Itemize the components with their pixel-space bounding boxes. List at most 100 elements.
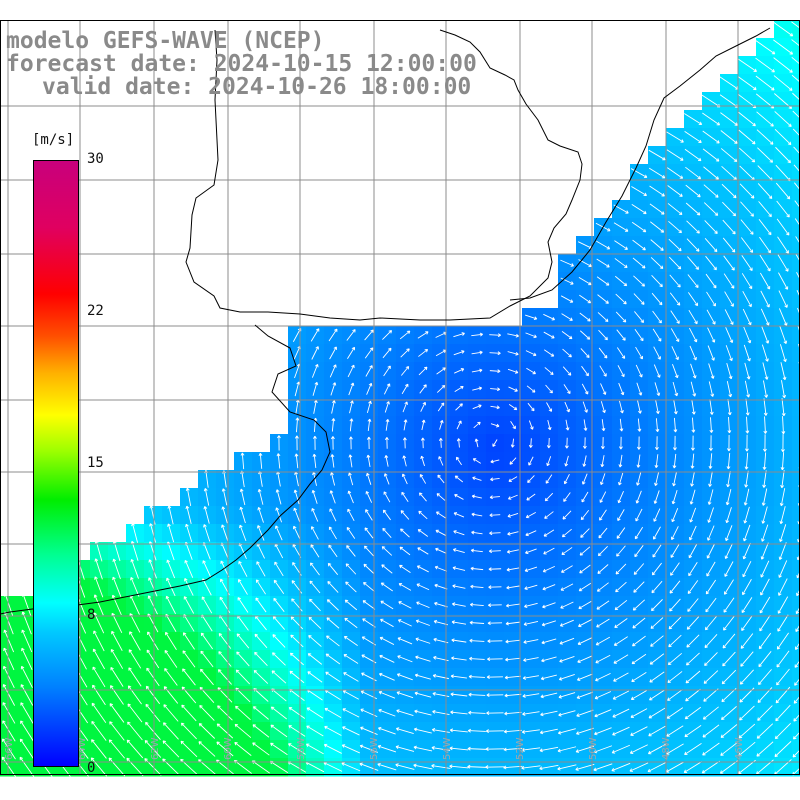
wind-arrow bbox=[761, 326, 770, 344]
wind-arrow bbox=[689, 489, 696, 505]
wind-cell bbox=[792, 344, 800, 363]
wind-arrow bbox=[234, 741, 252, 756]
wind-arrow bbox=[127, 721, 143, 741]
wind-arrow bbox=[779, 524, 787, 543]
wind-arrow bbox=[576, 691, 594, 699]
wind-arrow bbox=[92, 666, 106, 688]
wind-arrow bbox=[451, 620, 467, 625]
wind-arrow bbox=[672, 453, 677, 469]
wind-arrow bbox=[450, 692, 468, 697]
wind-arrow bbox=[725, 507, 732, 524]
wind-arrow bbox=[690, 363, 697, 379]
wind-arrow bbox=[720, 724, 738, 738]
wind-arrow bbox=[19, 738, 35, 760]
wind-arrow bbox=[485, 765, 505, 770]
wind-arrow bbox=[366, 454, 371, 468]
wind-arrow bbox=[109, 703, 125, 723]
wind-arrow bbox=[523, 621, 539, 626]
wind-arrow bbox=[742, 290, 752, 308]
wind-arrow bbox=[522, 675, 539, 680]
wind-arrow bbox=[401, 473, 408, 485]
wind-arrow bbox=[743, 506, 750, 524]
wind-arrow bbox=[647, 743, 666, 755]
wind-arrow bbox=[670, 544, 680, 558]
wind-arrow bbox=[649, 203, 665, 215]
wind-arrow bbox=[310, 526, 319, 540]
wind-arrow bbox=[580, 348, 590, 358]
wind-arrow bbox=[341, 744, 360, 754]
wind-arrow bbox=[776, 668, 790, 686]
wind-arrow bbox=[525, 314, 538, 321]
wind-arrow bbox=[757, 147, 774, 163]
wind-arrow bbox=[666, 743, 684, 755]
wind-arrow bbox=[778, 560, 788, 578]
wind-arrow bbox=[93, 630, 105, 652]
wind-arrow bbox=[650, 221, 665, 233]
wind-arrow bbox=[773, 75, 793, 91]
wind-arrow bbox=[416, 565, 429, 573]
wind-cell bbox=[792, 434, 800, 453]
wind-arrow bbox=[310, 328, 320, 342]
wind-arrow bbox=[559, 637, 575, 645]
wind-arrow bbox=[739, 669, 754, 685]
wind-arrow bbox=[616, 347, 626, 359]
wind-arrow bbox=[200, 632, 214, 650]
wind-arrow bbox=[221, 488, 228, 506]
wind-arrow bbox=[688, 309, 698, 325]
wind-arrow bbox=[667, 203, 683, 216]
wind-arrow bbox=[254, 651, 268, 667]
coastline bbox=[185, 29, 583, 321]
wind-cell bbox=[792, 614, 800, 633]
wind-arrow bbox=[648, 689, 665, 701]
wind-arrow bbox=[648, 149, 666, 161]
wind-arrow bbox=[703, 184, 719, 198]
wind-arrow bbox=[200, 650, 214, 668]
wind-cell bbox=[792, 362, 800, 381]
wind-arrow bbox=[127, 703, 143, 723]
wind-arrow bbox=[472, 404, 482, 410]
wind-arrow bbox=[471, 512, 483, 517]
wind-arrow bbox=[289, 652, 304, 666]
wind-arrow bbox=[185, 487, 192, 507]
wind-arrow bbox=[617, 365, 625, 378]
wind-arrow bbox=[579, 294, 592, 304]
wind-arrow bbox=[503, 747, 523, 752]
wind-arrow bbox=[781, 398, 786, 417]
wind-arrow bbox=[505, 657, 521, 662]
wind-arrow bbox=[547, 420, 552, 431]
wind-arrow bbox=[166, 559, 176, 579]
wind-arrow bbox=[630, 726, 648, 736]
wind-arrow bbox=[757, 183, 773, 199]
wind-arrow bbox=[488, 603, 502, 608]
wind-arrow bbox=[667, 671, 683, 683]
wind-arrow bbox=[702, 130, 720, 144]
wind-arrow bbox=[773, 57, 793, 73]
wind-arrow bbox=[762, 434, 767, 452]
wind-arrow bbox=[525, 548, 537, 555]
wind-arrow bbox=[651, 292, 663, 306]
wind-arrow bbox=[270, 724, 288, 738]
wind-arrow bbox=[635, 364, 643, 378]
wind-arrow bbox=[652, 328, 662, 342]
wind-arrow bbox=[1, 756, 17, 778]
wind-arrow bbox=[595, 636, 611, 646]
wind-arrow bbox=[539, 746, 559, 753]
wind-arrow bbox=[666, 149, 684, 161]
wind-arrow bbox=[522, 693, 540, 698]
wind-arrow bbox=[431, 764, 451, 769]
wind-cell bbox=[792, 92, 800, 111]
wind-arrow bbox=[792, 731, 800, 740]
wind-arrow bbox=[486, 711, 504, 716]
wind-arrow bbox=[705, 597, 717, 613]
wind-arrow bbox=[668, 220, 682, 234]
wind-arrow bbox=[614, 275, 628, 287]
wind-arrow bbox=[744, 434, 749, 452]
wind-arrow bbox=[758, 632, 772, 650]
wind-arrow bbox=[671, 508, 679, 523]
colorbar bbox=[33, 160, 79, 767]
wind-arrow bbox=[437, 474, 445, 484]
wind-arrow bbox=[745, 416, 750, 434]
wind-arrow bbox=[544, 511, 554, 519]
wind-arrow bbox=[689, 507, 697, 523]
